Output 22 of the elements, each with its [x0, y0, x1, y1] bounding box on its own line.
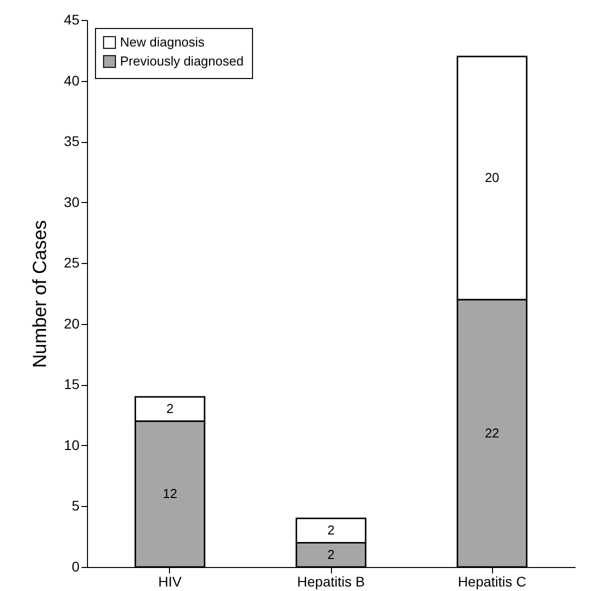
- y-tick-label: 30: [64, 194, 80, 210]
- y-tick-label: 0: [72, 558, 80, 574]
- y-tick-label: 15: [64, 376, 80, 392]
- x-tick-label: HIV: [158, 574, 182, 590]
- y-axis-title: Number of Cases: [30, 220, 51, 368]
- legend-label: New diagnosis: [120, 34, 206, 50]
- x-tick-label: Hepatitis C: [458, 574, 526, 590]
- y-tick-label: 40: [64, 72, 80, 88]
- data-label: 2: [166, 400, 174, 416]
- data-label: 2: [327, 522, 335, 538]
- y-tick-label: 25: [64, 254, 80, 271]
- data-label: 20: [484, 170, 500, 186]
- y-tick-label: 20: [64, 315, 80, 332]
- y-tick-label: 45: [64, 12, 80, 28]
- data-label: 12: [162, 486, 178, 502]
- x-tick-label: Hepatitis B: [297, 574, 365, 590]
- y-tick-label: 35: [64, 133, 80, 150]
- y-tick-label: 10: [64, 436, 80, 453]
- y-tick-label: 5: [72, 498, 80, 514]
- legend-label: Previously diagnosed: [120, 54, 244, 68]
- data-label: 2: [327, 546, 335, 562]
- data-label: 22: [484, 425, 500, 440]
